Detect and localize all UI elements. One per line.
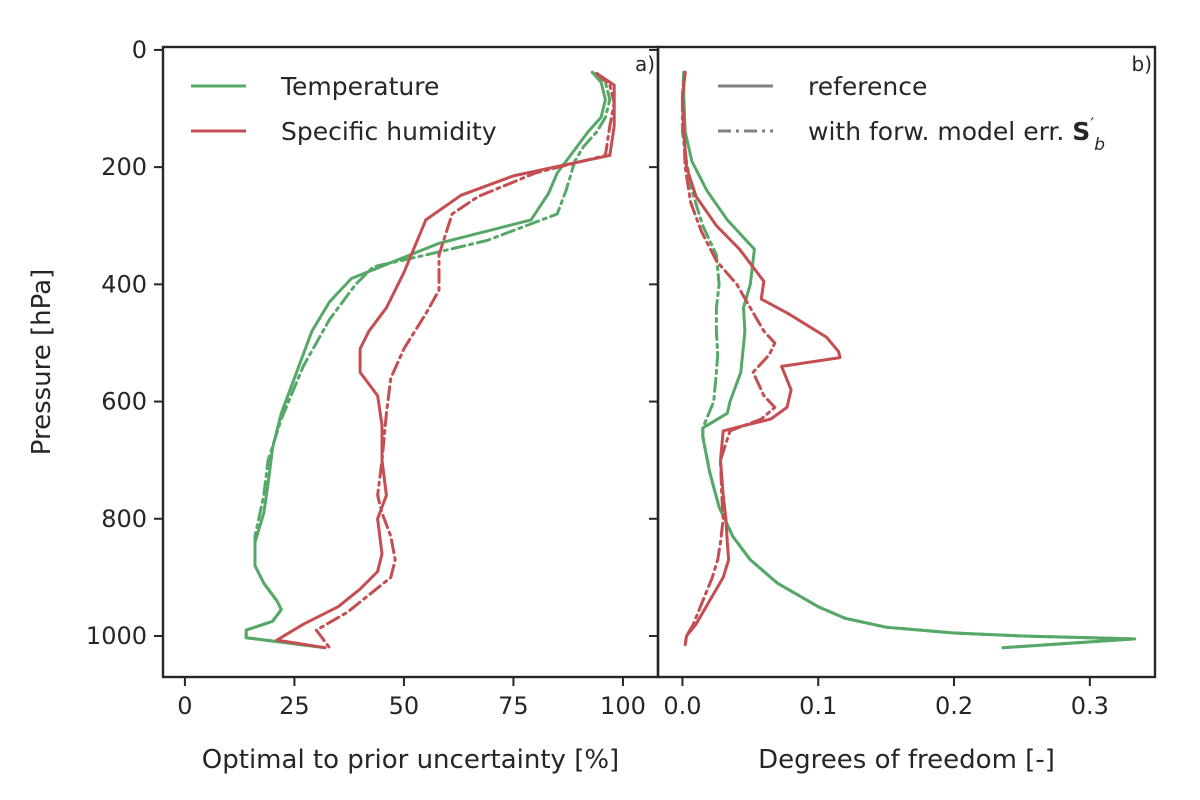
y-axis-label: Pressure [hPa] bbox=[27, 269, 57, 456]
series-line-temperature-dashdot bbox=[680, 70, 1137, 650]
x-tick-label: 0.0 bbox=[663, 692, 701, 720]
x-axis-label: Optimal to prior uncertainty [%] bbox=[202, 745, 619, 775]
y-tick-label: 1000 bbox=[86, 622, 147, 650]
series-line-temperature-dashdot bbox=[244, 70, 612, 650]
legend-label: Specific humidity bbox=[281, 117, 497, 146]
plot-frame bbox=[656, 45, 1157, 679]
x-tick-label: 100 bbox=[600, 692, 646, 720]
y-tick-label: 600 bbox=[101, 388, 147, 416]
panel-label: b) bbox=[1132, 52, 1153, 76]
series-group bbox=[244, 70, 616, 650]
series-line-specific-humidity-dashdot bbox=[314, 71, 616, 650]
panel-b: 0.0 0.1 0.2 0.3 Degrees of freedom [-] b) refe… bbox=[649, 45, 1157, 775]
legend: reference with forw. model err. S′b bbox=[718, 72, 1105, 155]
x-tick-label: 0.2 bbox=[935, 692, 973, 720]
legend-label: Temperature bbox=[280, 72, 439, 101]
series-line-temperature-solid bbox=[244, 70, 607, 650]
x-tick-label: 0 bbox=[177, 692, 192, 720]
series-line-specific-humidity-solid bbox=[680, 70, 842, 647]
legend-label: reference bbox=[808, 72, 927, 101]
series-group bbox=[680, 70, 1137, 650]
x-tick-label: 25 bbox=[279, 692, 310, 720]
x-tick-label: 0.1 bbox=[799, 692, 837, 720]
series-line-specific-humidity-solid bbox=[275, 71, 616, 650]
series-line-specific-humidity-dashdot bbox=[680, 70, 777, 647]
legend: Temperature Specific humidity bbox=[191, 72, 497, 146]
legend-label: with forw. model err. S′b bbox=[808, 115, 1105, 155]
y-tick-label: 800 bbox=[101, 505, 147, 533]
y-tick-label: 200 bbox=[101, 153, 147, 181]
y-tick-label: 0 bbox=[132, 36, 147, 64]
x-tick-label: 75 bbox=[498, 692, 529, 720]
x-axis-label: Degrees of freedom [-] bbox=[758, 745, 1055, 775]
x-tick-label: 50 bbox=[389, 692, 420, 720]
x-tick-label: 0.3 bbox=[1071, 692, 1109, 720]
y-tick-label: 400 bbox=[101, 270, 147, 298]
panel-label: a) bbox=[635, 52, 655, 76]
